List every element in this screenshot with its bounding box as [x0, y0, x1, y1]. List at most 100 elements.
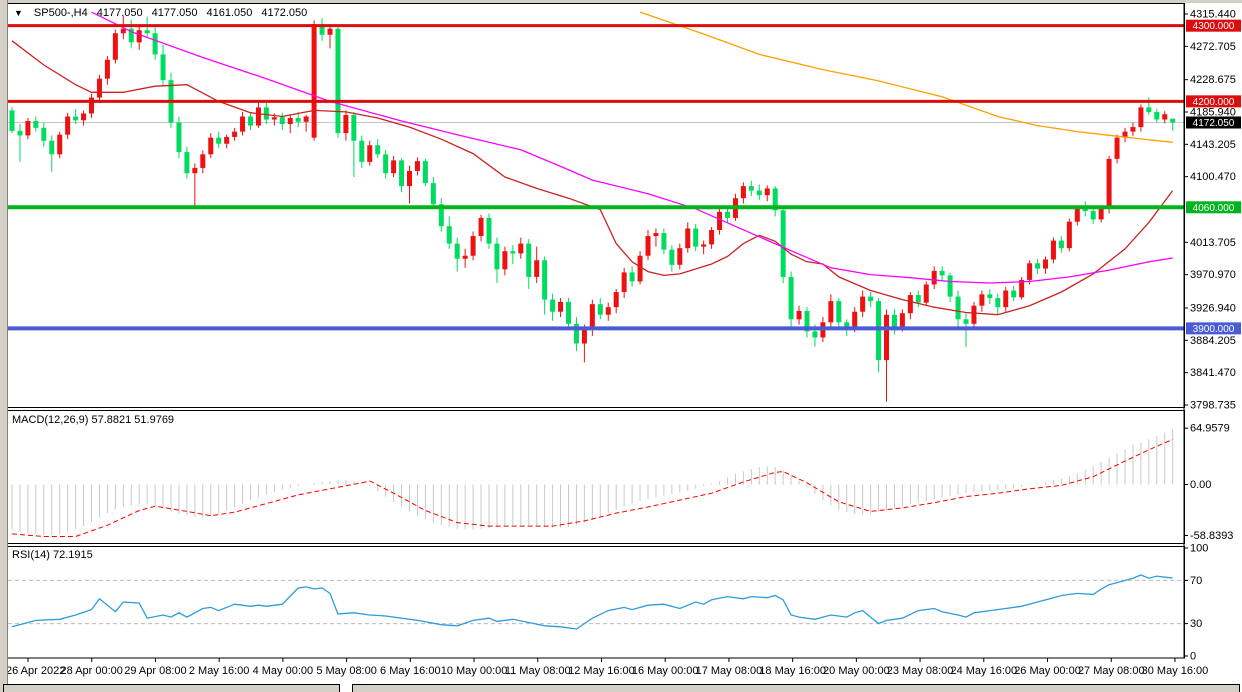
- y-axis-label: 4100.470: [1190, 171, 1236, 183]
- candle: [1122, 127, 1128, 143]
- candle: [184, 146, 190, 179]
- candle: [955, 290, 961, 327]
- rsi-layer: [8, 574, 1184, 630]
- candle: [152, 27, 158, 60]
- candle: [836, 298, 842, 327]
- candle: [1130, 122, 1136, 137]
- candle: [319, 18, 325, 41]
- x-axis-label: 12 May 16:00: [568, 665, 635, 677]
- x-axis-label: 5 May 08:00: [316, 665, 377, 677]
- candle: [1066, 218, 1072, 252]
- candle: [295, 111, 301, 128]
- ohlc-close: 4172.050: [261, 7, 308, 19]
- macd-axis-label: -58.8393: [1190, 530, 1233, 542]
- price-badge: [1186, 116, 1241, 129]
- rsi-axis-label: 70: [1190, 575, 1202, 587]
- candle: [89, 93, 94, 119]
- x-axis-label: 16 May 00:00: [632, 665, 699, 677]
- price-badge-label: 3900.000: [1193, 324, 1235, 335]
- candle: [192, 163, 198, 206]
- candle: [1035, 258, 1041, 274]
- macd-axis-label: 0.00: [1190, 479, 1211, 491]
- candle: [17, 124, 23, 162]
- candle: [669, 245, 675, 272]
- x-axis-label: 10 May 00:00: [441, 665, 508, 677]
- y-axis-label: 4315.440: [1190, 9, 1236, 21]
- candle: [534, 246, 540, 283]
- symbol-dropdown-icon[interactable]: ▼: [14, 8, 23, 18]
- candle: [335, 26, 341, 138]
- macd-panel[interactable]: [7, 410, 1185, 544]
- candle: [57, 131, 63, 159]
- minimized-window-tab-2[interactable]: [352, 684, 1240, 692]
- price-badge: [1186, 322, 1241, 335]
- x-axis-label: 24 May 16:00: [950, 665, 1017, 677]
- candle: [621, 267, 627, 299]
- candle: [637, 251, 643, 285]
- candle: [876, 298, 882, 373]
- long-orange-ma: [639, 11, 1173, 143]
- candle: [327, 24, 333, 49]
- candle: [1019, 276, 1025, 300]
- candle: [454, 237, 460, 272]
- candle: [351, 111, 357, 178]
- candle: [796, 305, 802, 325]
- candle: [303, 114, 309, 132]
- candle: [407, 165, 412, 204]
- candle: [200, 150, 206, 174]
- y-axis-label: 3884.205: [1190, 335, 1236, 347]
- candle: [383, 149, 389, 179]
- rsi-axis-label: 0: [1190, 651, 1196, 663]
- candle: [1058, 236, 1064, 253]
- candle: [550, 293, 556, 321]
- candle: [558, 298, 564, 318]
- candle: [176, 116, 182, 159]
- candle: [915, 290, 921, 308]
- candle: [931, 266, 937, 290]
- candle: [884, 309, 889, 402]
- candle: [359, 135, 365, 168]
- rsi-axis-label: 30: [1190, 618, 1202, 630]
- candle: [939, 266, 945, 282]
- x-axis-label: 26 May 00:00: [1014, 665, 1081, 677]
- rsi-indicator-label: RSI(14) 72.1915: [12, 549, 93, 561]
- price-badge: [1186, 95, 1241, 108]
- candle: [41, 122, 47, 147]
- candle: [104, 55, 110, 85]
- y-axis-label: 3798.735: [1190, 399, 1236, 411]
- candle: [629, 266, 635, 287]
- x-axis-label: 20 May 00:00: [823, 665, 890, 677]
- candle: [923, 281, 929, 306]
- price-badge-label: 4300.000: [1193, 21, 1235, 32]
- candle: [1170, 118, 1176, 131]
- candle: [1138, 104, 1144, 132]
- candle: [81, 110, 87, 126]
- candle: [263, 102, 269, 125]
- candle: [311, 20, 317, 141]
- candle: [581, 324, 587, 363]
- candle: [971, 301, 977, 329]
- candle: [613, 289, 619, 314]
- rsi-panel[interactable]: [7, 546, 1185, 659]
- y-axis-label: 3841.470: [1190, 367, 1236, 379]
- candle: [979, 290, 985, 312]
- candle: [502, 246, 508, 276]
- candle: [677, 243, 683, 270]
- candle: [860, 290, 866, 318]
- candle: [216, 131, 222, 149]
- x-axis-label: 23 May 08:00: [887, 665, 954, 677]
- ohlc-low: 4161.050: [206, 7, 253, 19]
- candle: [279, 112, 285, 131]
- minimized-window-tab-1[interactable]: [3, 684, 340, 692]
- price-badge-label: 4060.000: [1193, 203, 1235, 214]
- candle: [605, 302, 611, 321]
- candle: [33, 116, 39, 132]
- macd-layer: [11, 429, 1174, 537]
- ohlc-high: 4177.050: [151, 7, 198, 19]
- candle: [287, 114, 293, 134]
- candle: [788, 271, 794, 329]
- horizontal-lines-layer[interactable]: [8, 24, 1184, 331]
- candles-layer: [9, 15, 1176, 402]
